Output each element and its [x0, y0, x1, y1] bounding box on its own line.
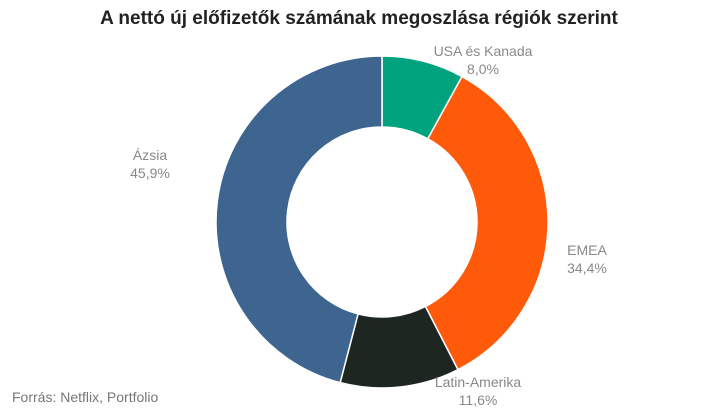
slice-label-asia: Ázsia 45,9% — [115, 146, 185, 182]
donut-slice-3 — [215, 55, 383, 384]
slice-label-emea-value: 34,4% — [567, 260, 607, 276]
slice-label-latin-america: Latin-Amerika 11,6% — [418, 373, 538, 409]
chart-title: A nettó új előfizetők számának megoszlás… — [100, 8, 618, 29]
slice-label-asia-value: 45,9% — [130, 165, 170, 181]
slice-label-latin-america-name: Latin-Amerika — [434, 374, 522, 390]
slice-label-usa-canada: USA és Kanada 8,0% — [418, 42, 548, 78]
slice-label-usa-canada-value: 8,0% — [467, 61, 499, 77]
slice-label-usa-canada-name: USA és Kanada — [433, 43, 533, 59]
slice-label-emea-name: EMEA — [567, 242, 607, 258]
source-note: Forrás: Netflix, Portfolio — [12, 389, 159, 405]
slice-label-emea: EMEA 34,4% — [552, 241, 622, 277]
slice-label-asia-name: Ázsia — [132, 147, 168, 163]
donut-slices — [215, 55, 549, 389]
donut-slice-1 — [424, 75, 549, 371]
slice-label-latin-america-value: 11,6% — [458, 392, 498, 408]
